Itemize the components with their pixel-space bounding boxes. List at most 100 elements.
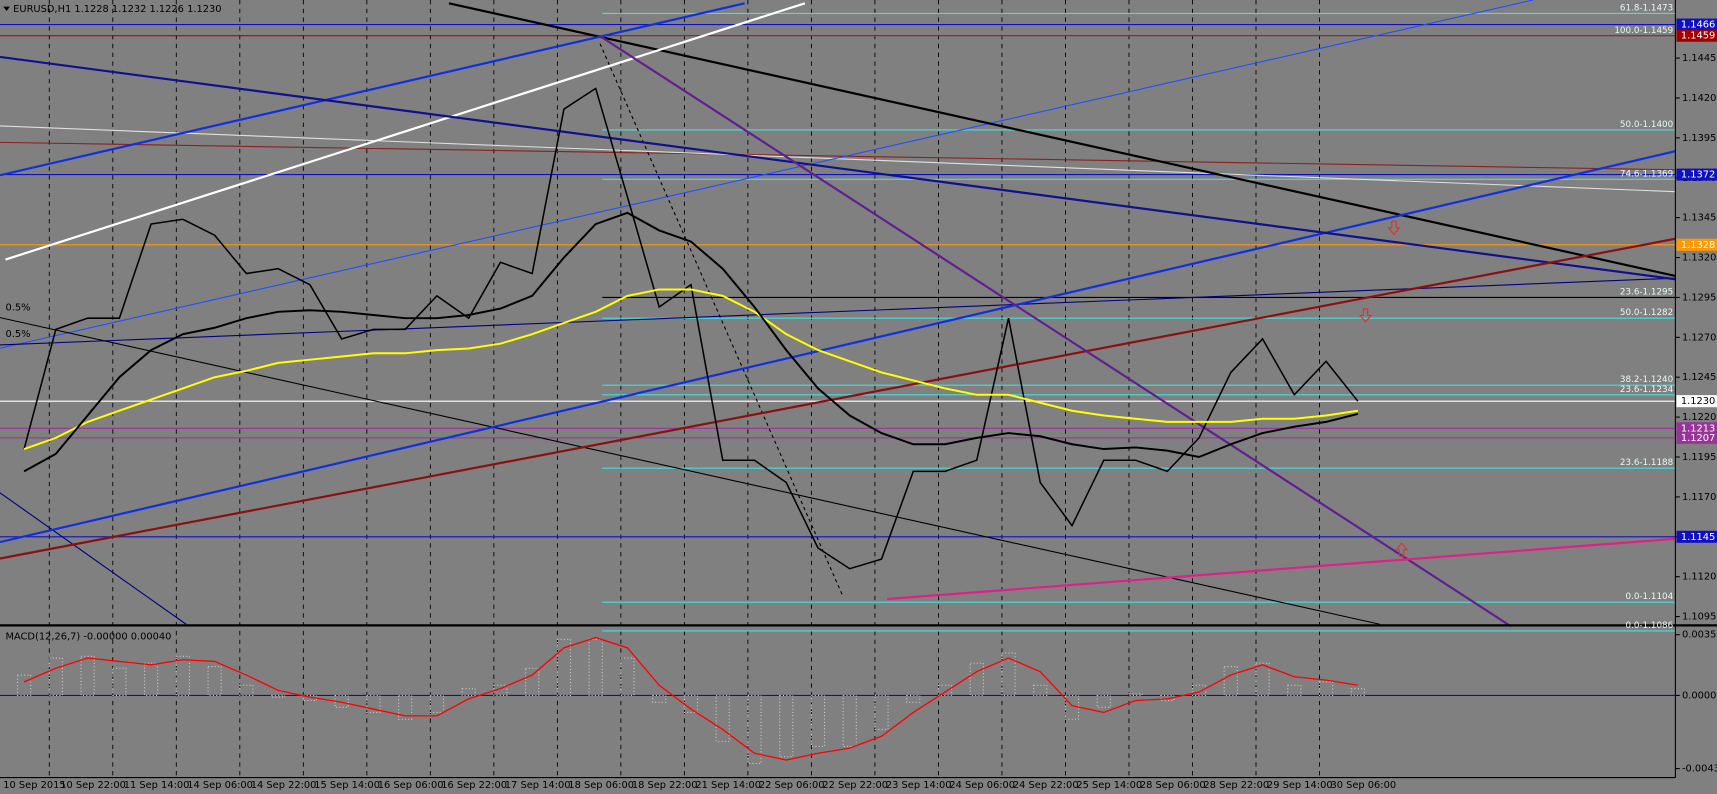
price-box-label: 1.1466 [1681, 20, 1715, 31]
price-box-label: 1.1459 [1681, 31, 1715, 42]
x-tick-label: 29 Sep 14:00 [1267, 780, 1333, 791]
y-tick-label: 1.1395 [1682, 133, 1716, 144]
price-line [23, 211, 1359, 473]
histogram-bar [683, 694, 699, 714]
histogram-bar [652, 694, 667, 703]
histogram-bar [906, 694, 921, 703]
histogram-bar [175, 655, 190, 696]
y-tick-label: 1.1170 [1682, 492, 1716, 503]
x-tick-label: 11 Sep 14:00 [124, 780, 190, 791]
histogram-bar [334, 694, 349, 708]
price-box [1676, 530, 1717, 543]
trend-lines [0, 0, 1676, 628]
histogram-bar [1223, 665, 1238, 696]
fib-label: 61.8-1.1473 [1620, 3, 1673, 13]
x-tick-label: 23 Sep 14:00 [886, 780, 952, 791]
histogram-bar [1128, 693, 1143, 696]
histogram-bar [937, 684, 953, 696]
x-tick-label: 10 Sep 22:00 [60, 780, 126, 791]
y-tick-label: 1.1270 [1682, 332, 1716, 343]
x-tick-label: 28 Sep 22:00 [1203, 780, 1269, 791]
x-tick-label: 16 Sep 06:00 [378, 780, 444, 791]
x-tick-label: 18 Sep 22:00 [632, 780, 698, 791]
price-box [1676, 238, 1717, 251]
histogram-bar [271, 694, 286, 698]
trend-line [0, 277, 1676, 346]
x-tick-label: 21 Sep 14:00 [695, 780, 761, 791]
histogram-bar [1318, 681, 1334, 696]
histogram-bar [1096, 694, 1111, 708]
histogram-bar [1191, 684, 1207, 696]
histogram-bar [302, 694, 318, 702]
histogram-bar [747, 694, 762, 765]
price-box-label: 1.1213 [1681, 423, 1715, 434]
price-box [1676, 431, 1717, 444]
fib-label: 74.6-1.1369 [1620, 169, 1673, 179]
x-tick-label: 15 Sep 14:00 [314, 780, 380, 791]
histogram-bar [80, 655, 95, 696]
trend-line [0, 125, 1676, 193]
x-tick-label: 25 Sep 14:00 [1076, 780, 1142, 791]
histogram-bar [493, 684, 508, 696]
trend-line [0, 55, 1676, 281]
histogram-bar [588, 638, 603, 696]
x-tick-label: 22 Sep 06:00 [759, 780, 825, 791]
fib-label: 0.0-1.1086 [1625, 621, 1673, 631]
price-box-label: 1.1230 [1681, 396, 1715, 407]
y-tick-label: 1.1220 [1682, 412, 1716, 423]
price-line [23, 87, 1359, 570]
indicator-title: MACD(12,26,7) -0.00000 0.00040 [5, 631, 171, 642]
up-arrow [1394, 542, 1409, 557]
histogram-bar [779, 694, 794, 758]
histogram-bar [1287, 684, 1302, 696]
down-arrow [1358, 308, 1373, 323]
x-tick-label: 24 Sep 22:00 [1013, 780, 1079, 791]
histogram-bar [1001, 652, 1016, 696]
y-tick-label: 1.1445 [1682, 53, 1716, 64]
y-tick-label: -0.0043 [1682, 764, 1717, 775]
y-tick-label: 0.00357 [1682, 630, 1717, 641]
histogram-bar [969, 662, 984, 696]
histogram-bar [556, 638, 572, 696]
annotation: 0.5% [5, 303, 30, 314]
price-box-label: 1.1207 [1681, 433, 1715, 444]
histogram-bar [620, 657, 635, 696]
histogram-bar [842, 694, 857, 748]
y-tick-label: 1.1195 [1682, 452, 1716, 463]
price-box [1676, 29, 1717, 42]
histogram-bar [874, 694, 889, 731]
x-tick-label: 17 Sep 14:00 [505, 780, 571, 791]
down-arrow [1387, 220, 1401, 236]
fib-label: 38.2-1.1240 [1620, 375, 1673, 385]
histogram-bar [143, 662, 159, 696]
trend-line [5, 2, 806, 261]
histogram-bar [366, 694, 381, 714]
histogram-bar [207, 665, 222, 696]
menu-triangle[interactable] [3, 6, 10, 11]
histogram-bar [112, 667, 127, 696]
y-tick-label: 1.1245 [1682, 372, 1716, 383]
x-tick-label: 10 Sep 2015 [3, 780, 65, 791]
histogram-bar [48, 657, 63, 696]
trend-line [0, 492, 187, 625]
histogram-bar [398, 694, 413, 720]
signal-line [23, 636, 1358, 761]
x-tick-label: 16 Sep 22:00 [441, 780, 507, 791]
histogram-bar [1255, 662, 1270, 696]
trend-line [0, 237, 1676, 560]
x-tick-label: 22 Sep 22:00 [822, 780, 888, 791]
trend-line [0, 150, 1676, 544]
histogram-bar [1160, 694, 1175, 702]
x-tick-label: 30 Sep 06:00 [1330, 780, 1396, 791]
price-box [1676, 18, 1717, 31]
y-tick-label: 1.1320 [1682, 253, 1716, 264]
histogram-bar [1350, 688, 1365, 696]
trend-line [0, 2, 745, 177]
fib-label: 23.6-1.1295 [1620, 287, 1673, 297]
price-box [1676, 168, 1717, 181]
signal-arrows [1358, 220, 1409, 557]
trend-line [0, 0, 1534, 349]
histogram-bar [715, 694, 730, 742]
histogram-bar [1064, 694, 1080, 720]
